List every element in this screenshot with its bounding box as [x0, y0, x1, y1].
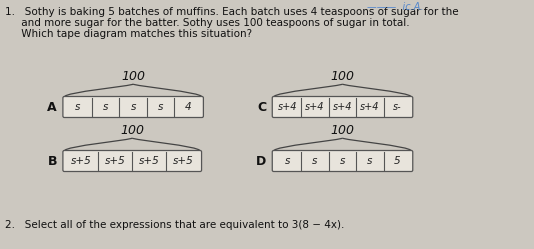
Text: s+5: s+5	[173, 156, 193, 166]
FancyBboxPatch shape	[272, 150, 413, 172]
Text: Which tape diagram matches this situation?: Which tape diagram matches this situatio…	[5, 29, 252, 39]
Text: s+4: s+4	[305, 102, 325, 112]
Text: 100: 100	[121, 70, 145, 83]
Text: s: s	[75, 102, 81, 112]
FancyBboxPatch shape	[63, 150, 201, 172]
Text: s+4: s+4	[333, 102, 352, 112]
Text: 1.   Sothy is baking 5 batches of muffins. Each batch uses 4 teaspoons of sugar : 1. Sothy is baking 5 batches of muffins.…	[5, 7, 458, 17]
Text: B: B	[48, 154, 57, 168]
Text: A: A	[48, 101, 57, 114]
Text: s+4: s+4	[278, 102, 297, 112]
Text: s+5: s+5	[71, 156, 92, 166]
FancyBboxPatch shape	[63, 97, 203, 118]
Text: s: s	[285, 156, 290, 166]
Text: s-: s-	[394, 102, 402, 112]
Text: s: s	[340, 156, 345, 166]
Text: and more sugar for the batter. Sothy uses 100 teaspoons of sugar in total.: and more sugar for the batter. Sothy use…	[5, 18, 409, 28]
Text: 5: 5	[394, 156, 401, 166]
Text: 4: 4	[185, 102, 192, 112]
Text: s+5: s+5	[139, 156, 160, 166]
Text: ———  ic.A.: ——— ic.A.	[367, 2, 424, 12]
Text: s+5: s+5	[105, 156, 125, 166]
Text: s+4: s+4	[360, 102, 380, 112]
Text: 100: 100	[331, 70, 355, 83]
FancyBboxPatch shape	[272, 97, 413, 118]
Text: C: C	[257, 101, 266, 114]
Text: 100: 100	[331, 124, 355, 137]
Text: s: s	[312, 156, 318, 166]
Text: 100: 100	[120, 124, 144, 137]
Text: s: s	[130, 102, 136, 112]
Text: s: s	[158, 102, 163, 112]
Text: 2.   Select all of the expressions that are equivalent to 3(8 − 4x).: 2. Select all of the expressions that ar…	[5, 220, 344, 230]
Text: s: s	[103, 102, 108, 112]
Text: D: D	[256, 154, 266, 168]
Text: s: s	[367, 156, 373, 166]
